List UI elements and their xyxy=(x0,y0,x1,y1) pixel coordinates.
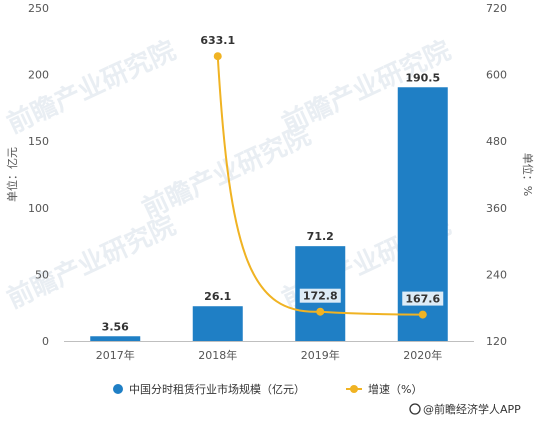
right-tick-label: 480 xyxy=(486,135,507,148)
watermark-text: 前瞻产业研究院 xyxy=(2,35,180,140)
legend-line-label: 增速（%） xyxy=(368,382,422,396)
right-tick-label: 120 xyxy=(486,335,507,348)
x-tick-label: 2017年 xyxy=(96,348,135,362)
line-value-label: 633.1 xyxy=(200,34,235,47)
left-tick-label: 200 xyxy=(28,69,49,82)
legend-bar-label: 中国分时租赁行业市场规模（亿元） xyxy=(129,382,305,396)
source-credit: @前瞻经济学人APP xyxy=(409,402,521,416)
left-axis-ticks: 0 50 100 150 200 250 xyxy=(28,2,49,348)
left-tick-label: 150 xyxy=(28,135,49,148)
right-axis-ticks: 120 240 360 480 600 720 xyxy=(486,2,507,348)
x-tick-label: 2019年 xyxy=(301,348,340,362)
right-axis-title: 单位：% xyxy=(521,153,535,196)
growth-line xyxy=(216,56,423,316)
line-label-bg xyxy=(299,288,341,303)
watermark-text: 前瞻产业研究院 xyxy=(137,120,315,225)
x-tick-label: 2018年 xyxy=(198,348,237,362)
legend-bar-marker xyxy=(113,384,123,394)
legend: 中国分时租赁行业市场规模（亿元） 增速（%） xyxy=(113,382,422,396)
line-point xyxy=(316,307,325,316)
line-series: 633.1 172.8 167.6 xyxy=(197,33,444,319)
legend-line-marker xyxy=(350,385,358,393)
line-point xyxy=(213,52,222,61)
right-tick-label: 600 xyxy=(486,69,507,82)
watermark-text: 前瞻产业研究院 xyxy=(2,210,180,315)
bar-value-label: 26.1 xyxy=(204,290,231,303)
bar-value-label: 71.2 xyxy=(307,230,334,243)
left-tick-label: 0 xyxy=(42,335,49,348)
right-tick-label: 360 xyxy=(486,202,507,215)
line-label-bg xyxy=(197,33,239,48)
line-value-label: 167.6 xyxy=(405,293,440,306)
line-label-bg xyxy=(402,291,444,306)
left-tick-label: 100 xyxy=(28,202,49,215)
bar-value-label: 190.5 xyxy=(405,71,440,84)
left-tick-label: 250 xyxy=(28,2,49,15)
bar xyxy=(90,336,141,341)
right-tick-label: 720 xyxy=(486,2,507,15)
bar xyxy=(192,306,243,341)
left-tick-label: 50 xyxy=(35,268,49,281)
left-axis-title: 单位：亿元 xyxy=(5,147,19,202)
weibo-icon xyxy=(409,403,421,415)
right-tick-label: 240 xyxy=(486,268,507,281)
x-axis-ticks: 2017年 2018年 2019年 2020年 xyxy=(96,348,443,362)
bar-value-label: 3.56 xyxy=(102,320,129,333)
line-point xyxy=(418,310,427,319)
line-value-label: 172.8 xyxy=(303,290,338,303)
x-tick-label: 2020年 xyxy=(403,348,442,362)
source-text: @前瞻经济学人APP xyxy=(423,402,521,416)
